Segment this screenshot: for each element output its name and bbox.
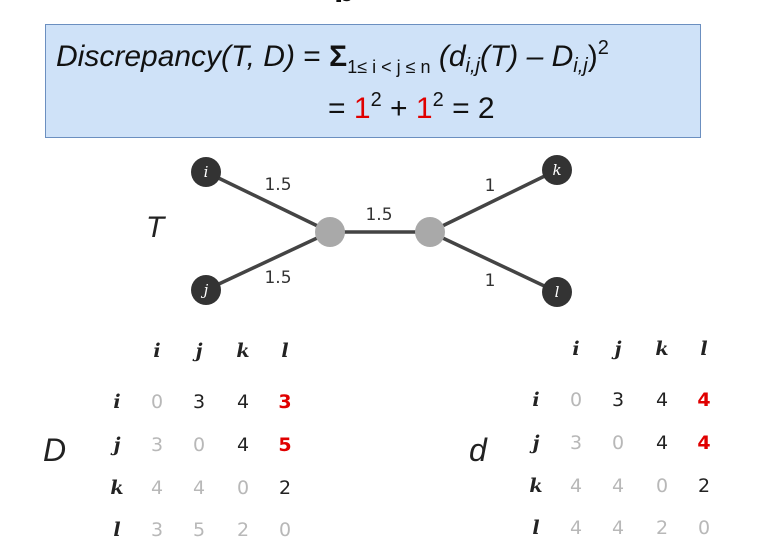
matrix_d-cell-k-l: 2	[697, 475, 711, 497]
matrix_d-row-header-l: l	[532, 517, 540, 539]
leaf-label-l: l	[555, 283, 560, 301]
matrix_D-cell-i-l: 3	[278, 391, 292, 413]
matrix_d-cell-l-l: 0	[697, 517, 711, 539]
matrix_D-cell-i-j: 3	[192, 391, 206, 413]
formula-line-1: Discrepancy(T, D) = Σ1≤ i < j ≤ n (di,j(…	[56, 37, 609, 78]
matrix_D-cell-l-l: 0	[278, 519, 292, 541]
matrix_D-cell-k-l: 2	[278, 477, 292, 499]
matrix_D-col-header-j: j	[195, 340, 203, 362]
leaf-label-j: j	[201, 281, 209, 299]
weight-k: 1	[485, 176, 496, 196]
matrix_D-col-header-k: k	[236, 340, 250, 362]
tree-name: T	[146, 211, 167, 244]
matrix_D-cell-j-l: 5	[278, 434, 292, 456]
matrix_D-cell-j-i: 3	[150, 434, 164, 456]
matrix_D-cell-i-i: 0	[150, 391, 164, 413]
matrix_D-cell-i-k: 4	[236, 391, 250, 413]
matrix_d-col-header-i: i	[572, 338, 580, 360]
leaf-label-i: i	[204, 163, 209, 181]
matrix_d-cell-i-i: 0	[569, 389, 583, 411]
edge-k	[429, 168, 558, 234]
matrix-D-name: D	[43, 432, 67, 468]
matrix_d-cell-j-k: 4	[655, 432, 669, 454]
weight-internal: 1.5	[365, 205, 392, 225]
matrix_D-row-header-k: k	[110, 477, 124, 499]
term-1: 1	[353, 92, 371, 125]
matrix_d-cell-j-i: 3	[569, 432, 583, 454]
formula-close: )	[587, 40, 598, 73]
matrix_D-cell-k-k: 0	[236, 477, 250, 499]
matrix_d-cell-l-i: 4	[569, 517, 583, 539]
matrix_d-col-header-j: j	[614, 338, 622, 360]
matrix_d-row-header-j: j	[532, 432, 540, 454]
matrix_d-row-header-k: k	[529, 475, 543, 497]
matrix_D-cell-l-i: 3	[150, 519, 164, 541]
matrix_D-col-header-i: i	[153, 340, 161, 362]
edge-i	[205, 170, 331, 234]
sigma-symbol: Σ	[329, 40, 348, 73]
matrix_D-cell-l-j: 5	[192, 519, 206, 541]
matrix_D-cell-k-i: 4	[150, 477, 164, 499]
matrix_d-cell-i-j: 3	[611, 389, 625, 411]
matrix_d-cell-i-l: 4	[697, 389, 711, 411]
slide-title-fragment: p	[334, 0, 352, 2]
leaf-node-i	[191, 157, 221, 187]
matrix_D-row-header-i: i	[113, 391, 121, 413]
matrix_D-cell-l-k: 2	[236, 519, 250, 541]
weight-l: 1	[485, 271, 496, 291]
matrix_D-cell-k-j: 4	[192, 477, 206, 499]
matrix_d-cell-j-l: 4	[697, 432, 711, 454]
plus-sign: +	[390, 92, 408, 125]
matrix_D-col-header-l: l	[281, 340, 289, 362]
internal-node-left	[315, 217, 345, 247]
internal-node-right	[415, 217, 445, 247]
matrix_D-cell-j-k: 4	[236, 434, 250, 456]
matrix_d-row-header-i: i	[532, 389, 540, 411]
matrix_d-cell-k-i: 4	[569, 475, 583, 497]
matrix_d-cell-l-k: 2	[655, 517, 669, 539]
matrix_d-cell-j-j: 0	[611, 432, 625, 454]
matrix_D-cell-j-j: 0	[192, 434, 206, 456]
matrix_D-row-header-j: j	[113, 434, 121, 456]
formula-lhs: Discrepancy(T, D)	[56, 40, 295, 73]
formula-equals: =	[303, 40, 321, 73]
leaf-label-k: k	[552, 161, 561, 179]
matrix_d-col-header-k: k	[655, 338, 669, 360]
formula-exponent: 2	[597, 37, 609, 59]
weight-j: 1.5	[264, 268, 291, 288]
formula-result: = 2	[452, 92, 495, 125]
matrix_d-cell-l-j: 4	[611, 517, 625, 539]
sigma-range: 1≤ i < j ≤ n	[347, 57, 431, 77]
matrix_d-cell-k-k: 0	[655, 475, 669, 497]
term-2-exponent: 2	[432, 89, 444, 111]
formula-middle: (T) – D	[479, 40, 574, 73]
d-subscript: i,j	[465, 55, 480, 77]
matrix_d-cell-k-j: 4	[611, 475, 625, 497]
leaf-node-k	[542, 155, 572, 185]
leaf-node-j	[191, 275, 221, 305]
term-1-exponent: 2	[370, 89, 382, 111]
D-subscript: i,j	[573, 55, 588, 77]
formula-open: (d	[438, 40, 466, 73]
weight-i: 1.5	[264, 175, 291, 195]
matrix_d-cell-i-k: 4	[655, 389, 669, 411]
leaf-node-l	[542, 277, 572, 307]
edge-j	[205, 230, 331, 292]
line2-equals: =	[328, 92, 346, 125]
term-2: 1	[415, 92, 433, 125]
matrix_D-row-header-l: l	[113, 519, 121, 541]
matrix-d-name: d	[469, 432, 487, 468]
formula-line-2: = 12 + 12 = 2	[328, 89, 495, 126]
matrix_d-col-header-l: l	[700, 338, 708, 360]
edge-l	[429, 230, 558, 294]
formula-box: Discrepancy(T, D) = Σ1≤ i < j ≤ n (di,j(…	[45, 24, 701, 138]
